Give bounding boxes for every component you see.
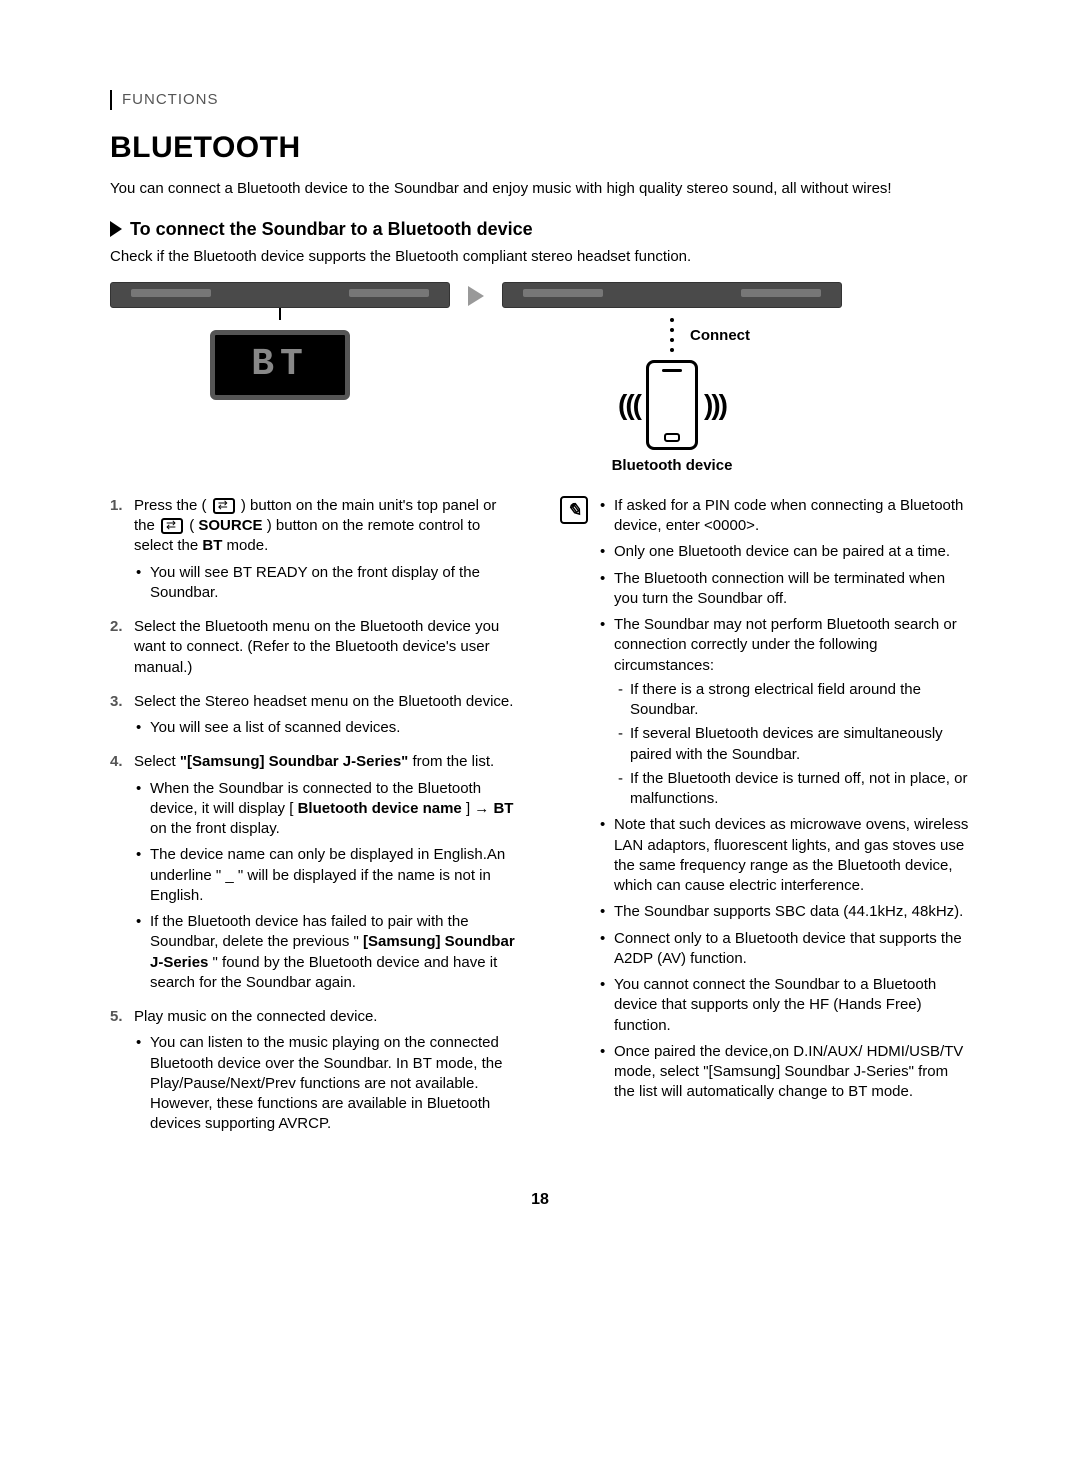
list-text: ] →: [466, 800, 494, 817]
source-remote-icon: [161, 518, 183, 534]
page-title: BLUETOOTH: [110, 128, 970, 169]
bt-display: BT: [210, 330, 350, 400]
phone-row: ((( ))): [618, 360, 726, 450]
soundbar-left-segment: BT: [110, 282, 450, 400]
step-text: Select: [134, 753, 180, 770]
dotted-line-icon: Connect: [670, 318, 674, 352]
step-text: mode.: [227, 537, 269, 554]
list-item: Connect only to a Bluetooth device that …: [598, 929, 970, 970]
list-item: Once paired the device,on D.IN/AUX/ HDMI…: [598, 1042, 970, 1103]
list-item: When the Soundbar is connected to the Bl…: [134, 779, 520, 840]
list-item: Note that such devices as microwave oven…: [598, 815, 970, 896]
step-sublist: You can listen to the music playing on t…: [134, 1033, 520, 1134]
page-number: 18: [110, 1189, 970, 1211]
play-triangle-icon: [110, 221, 122, 237]
list-item: If there is a strong electrical field ar…: [614, 680, 970, 721]
list-item: You can listen to the music playing on t…: [134, 1033, 520, 1134]
phone-icon: [646, 360, 698, 450]
soundbar-right-segment: Connect ((( ))) Bluetooth device: [502, 282, 842, 476]
notes-list: If asked for a PIN code when connecting …: [598, 496, 970, 1149]
list-item: The Bluetooth connection will be termina…: [598, 569, 970, 610]
bt-device-name-label: Bluetooth device name: [298, 800, 462, 817]
section-label: FUNCTIONS: [122, 91, 219, 108]
connect-label: Connect: [690, 326, 750, 346]
dash-list: If there is a strong electrical field ar…: [614, 680, 970, 810]
connector-line-icon: [279, 308, 281, 320]
bt-label: BT: [493, 800, 513, 817]
subheading: To connect the Soundbar to a Bluetooth d…: [130, 217, 533, 241]
content-columns: Press the ( ) button on the main unit's …: [110, 496, 970, 1149]
check-line: Check if the Bluetooth device supports t…: [110, 247, 970, 267]
arrow-right-icon: [468, 286, 484, 306]
notes-column: ✎ If asked for a PIN code when connectin…: [560, 496, 970, 1149]
soundbar-icon: [110, 282, 450, 308]
list-item: The Soundbar may not perform Bluetooth s…: [598, 615, 970, 809]
step-text: (: [189, 517, 194, 534]
step-text: from the list.: [412, 753, 494, 770]
soundbar-icon: [502, 282, 842, 308]
wave-right-icon: ))): [704, 386, 726, 424]
list-item: You will see BT READY on the front displ…: [134, 563, 520, 604]
list-text: The Soundbar may not perform Bluetooth s…: [614, 616, 957, 674]
note-icon: ✎: [560, 496, 588, 524]
steps-column: Press the ( ) button on the main unit's …: [110, 496, 520, 1149]
list-item: You will see a list of scanned devices.: [134, 718, 520, 738]
intro-text: You can connect a Bluetooth device to th…: [110, 179, 970, 199]
step-sublist: When the Soundbar is connected to the Bl…: [134, 779, 520, 994]
step-sublist: You will see BT READY on the front displ…: [134, 563, 520, 604]
source-label: SOURCE: [198, 517, 262, 534]
list-item: The Soundbar supports SBC data (44.1kHz,…: [598, 902, 970, 922]
list-text: on the front display.: [150, 820, 280, 837]
steps-list: Press the ( ) button on the main unit's …: [110, 496, 520, 1135]
step-5: Play music on the connected device. You …: [110, 1007, 520, 1135]
list-item: If the Bluetooth device is turned off, n…: [614, 769, 970, 810]
bt-label: BT: [202, 537, 222, 554]
step-1: Press the ( ) button on the main unit's …: [110, 496, 520, 603]
step-text: Press the (: [134, 497, 207, 514]
step-text: Select the Stereo headset menu on the Bl…: [134, 693, 513, 710]
list-item: If the Bluetooth device has failed to pa…: [134, 912, 520, 993]
step-text: Play music on the connected device.: [134, 1008, 377, 1025]
list-item: The device name can only be displayed in…: [134, 845, 520, 906]
section-header: FUNCTIONS: [110, 90, 970, 110]
subheading-row: To connect the Soundbar to a Bluetooth d…: [110, 217, 970, 241]
list-item: If several Bluetooth devices are simulta…: [614, 724, 970, 765]
list-item: You cannot connect the Soundbar to a Blu…: [598, 975, 970, 1036]
bluetooth-diagram: BT Connect ((( ))) Bluetooth device: [110, 282, 970, 476]
wave-left-icon: (((: [618, 386, 640, 424]
bluetooth-device-label: Bluetooth device: [612, 456, 733, 476]
source-button-icon: [213, 498, 235, 514]
step-3: Select the Stereo headset menu on the Bl…: [110, 692, 520, 739]
list-item: If asked for a PIN code when connecting …: [598, 496, 970, 537]
step-4: Select "[Samsung] Soundbar J-Series" fro…: [110, 752, 520, 993]
step-text: ) button on the remote control to select…: [134, 517, 480, 554]
step-sublist: You will see a list of scanned devices.: [134, 718, 520, 738]
step-2: Select the Bluetooth menu on the Bluetoo…: [110, 617, 520, 678]
list-item: Only one Bluetooth device can be paired …: [598, 542, 970, 562]
model-name: "[Samsung] Soundbar J-Series": [180, 753, 408, 770]
